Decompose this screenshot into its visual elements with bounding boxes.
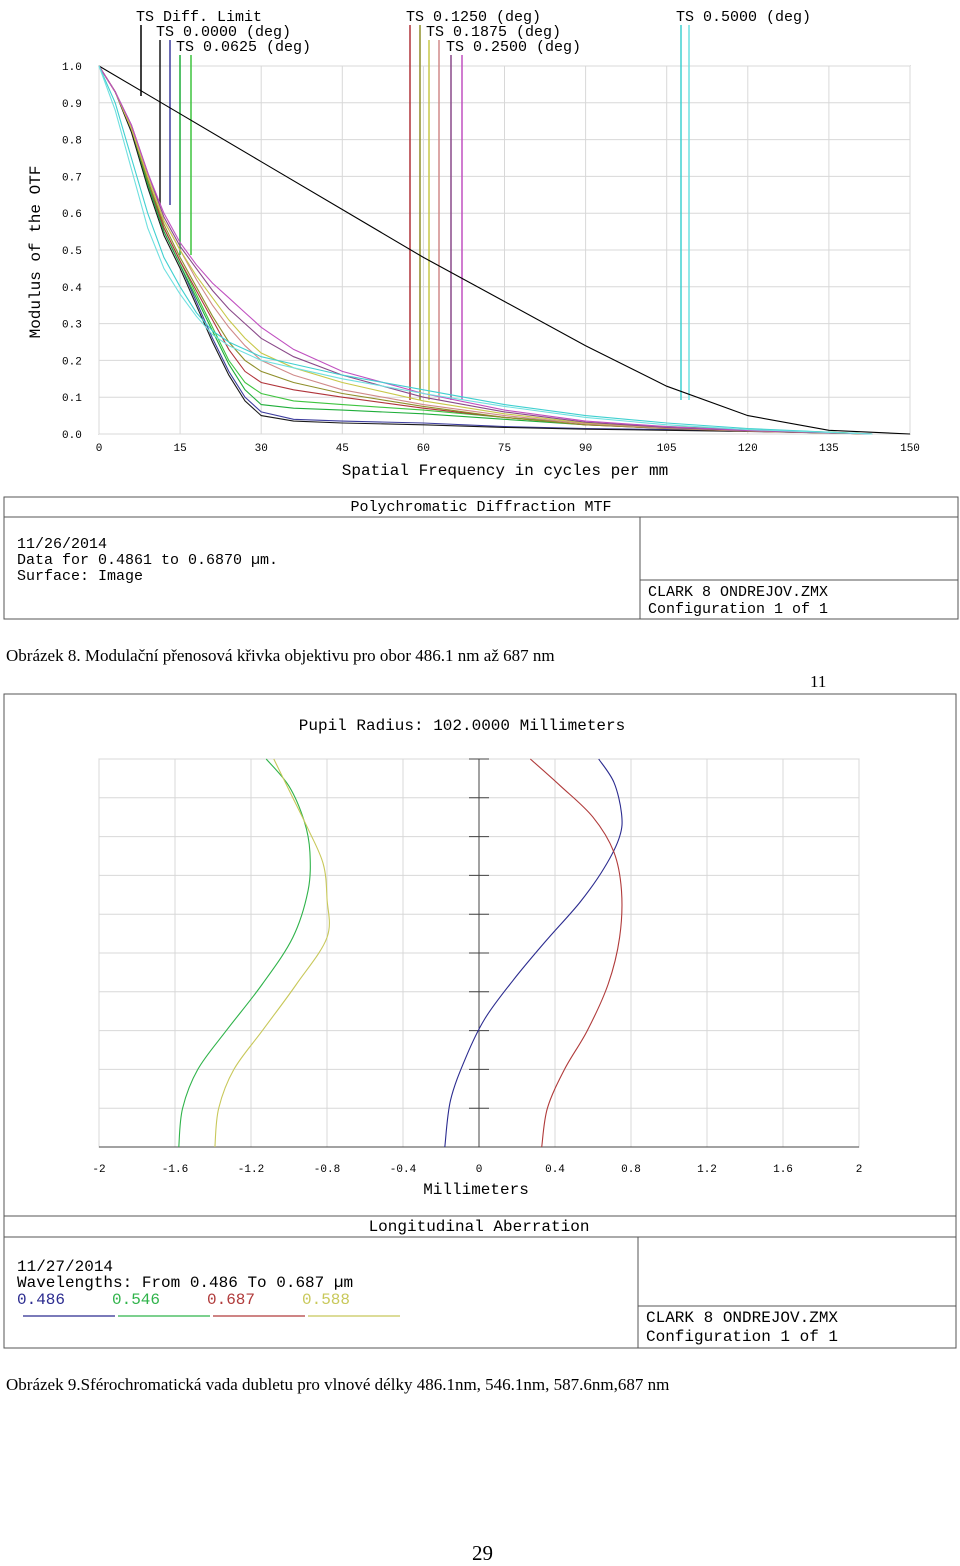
mtf-legend-label: TS Diff. Limit xyxy=(136,9,262,26)
mtf-x-tick-label: 75 xyxy=(498,443,511,455)
mtf-x-tick-label: 90 xyxy=(579,443,592,455)
aberration-title: Longitudinal Aberration xyxy=(369,1218,590,1236)
mtf-legend-label: TS 0.2500 (deg) xyxy=(446,39,581,56)
mtf-series-line xyxy=(98,65,873,435)
mtf-series-line xyxy=(98,65,873,435)
mtf-series-line xyxy=(98,65,873,435)
mtf-x-tick-label: 0 xyxy=(96,443,103,455)
mtf-y-tick-label: 0.5 xyxy=(62,246,82,258)
aberration-x-tick-label: 1.2 xyxy=(697,1164,717,1176)
mtf-date: 11/26/2014 xyxy=(17,536,107,553)
aberration-chart: Pupil Radius: 102.0000 Millimeters -2 -1.… xyxy=(3,693,957,1349)
mtf-background xyxy=(0,0,960,622)
mtf-x-tick-label: 15 xyxy=(173,443,186,455)
aberration-x-tick-label: 2 xyxy=(856,1164,863,1176)
mtf-tick-labels: 0 15 30 45 60 75 90 105 120 135 150 0.0 0.1 0.2 0.3 0.4… xyxy=(62,62,920,455)
mtf-y-tick-label: 0.1 xyxy=(62,393,82,405)
aberration-x-tick-label: -0.8 xyxy=(314,1164,340,1176)
mtf-y-tick-label: 0.7 xyxy=(62,172,82,184)
aberration-x-tick-label: -0.4 xyxy=(390,1164,417,1176)
aberration-legend-label: 0.588 xyxy=(302,1291,350,1309)
aberration-wavelengths: Wavelengths: From 0.486 To 0.687 µm xyxy=(17,1274,353,1292)
aberration-curve-0-588 xyxy=(214,758,330,1148)
mtf-y-tick-label: 0.3 xyxy=(62,320,82,332)
mtf-y-tick-label: 0.4 xyxy=(62,283,82,295)
mtf-series-line xyxy=(98,65,873,435)
aberration-legend-label: 0.687 xyxy=(207,1291,255,1309)
aberration-curve-0-687 xyxy=(529,758,623,1148)
aberration-x-tick-label: 0 xyxy=(476,1164,483,1176)
aberration-x-tick-label: 1.6 xyxy=(773,1164,793,1176)
mtf-x-tick-label: 135 xyxy=(819,443,839,455)
mtf-legend-label: TS 0.0000 (deg) xyxy=(156,24,291,41)
aberration-tick-labels: -2 -1.6 -1.2 -0.8 -0.4 0 0.4 0.8 1.2 1.6 2 xyxy=(92,1164,862,1176)
page-marker: 11 xyxy=(810,672,827,691)
aberration-legend: 0.486 0.546 0.687 0.588 xyxy=(17,1291,400,1317)
mtf-surface: Surface: Image xyxy=(17,568,143,585)
mtf-x-tick-label: 60 xyxy=(417,443,430,455)
mtf-y-tick-label: 0.8 xyxy=(62,136,82,148)
mtf-legend-label: TS 0.5000 (deg) xyxy=(676,9,811,26)
aberration-date: 11/27/2014 xyxy=(17,1258,113,1276)
mtf-diffraction-limit-curve xyxy=(98,65,911,435)
figure-8-caption: Obrázek 8. Modulační přenosová křivka ob… xyxy=(6,646,555,665)
aberration-x-tick-label: 0.4 xyxy=(545,1164,565,1176)
mtf-x-tick-label: 45 xyxy=(336,443,349,455)
mtf-x-tick-label: 105 xyxy=(657,443,677,455)
mtf-config: Configuration 1 of 1 xyxy=(648,601,828,618)
mtf-x-tick-label: 120 xyxy=(738,443,758,455)
mtf-data-range: Data for 0.4861 to 0.6870 µm. xyxy=(17,552,278,569)
aberration-frame xyxy=(3,693,957,1349)
aberration-x-tick-label: -1.6 xyxy=(162,1164,188,1176)
mtf-x-axis-label: Spatial Frequency in cycles per mm xyxy=(342,462,668,480)
mtf-x-tick-label: 30 xyxy=(255,443,268,455)
aberration-x-axis-label: Millimeters xyxy=(423,1181,529,1199)
aberration-file-name: CLARK 8 ONDREJOV.ZMX xyxy=(646,1309,838,1327)
page-number: 29 xyxy=(472,1541,493,1565)
mtf-legend-label: TS 0.1250 (deg) xyxy=(406,9,541,26)
mtf-grid xyxy=(98,65,911,435)
mtf-info-box xyxy=(3,496,959,620)
mtf-y-tick-label: 0.0 xyxy=(62,430,82,442)
mtf-y-axis-label: Modulus of the OTF xyxy=(27,166,45,339)
mtf-y-tick-label: 0.9 xyxy=(62,99,82,111)
mtf-file-name: CLARK 8 ONDREJOV.ZMX xyxy=(648,584,828,601)
aberration-x-tick-label: -2 xyxy=(92,1164,105,1176)
mtf-legend-label: TS 0.0625 (deg) xyxy=(176,39,311,56)
aberration-series-group xyxy=(178,758,623,1148)
aberration-legend-label: 0.546 xyxy=(112,1291,160,1309)
aberration-x-tick-label: 0.8 xyxy=(621,1164,641,1176)
aberration-subtitle: Pupil Radius: 102.0000 Millimeters xyxy=(299,717,625,735)
aberration-config: Configuration 1 of 1 xyxy=(646,1328,838,1346)
figure-9-caption: Obrázek 9.Sférochromatická vada dubletu … xyxy=(6,1375,670,1394)
mtf-y-tick-label: 0.6 xyxy=(62,209,82,221)
aberration-curve-0-486 xyxy=(444,758,623,1148)
mtf-y-tick-label: 0.2 xyxy=(62,356,82,368)
mtf-series-group xyxy=(98,65,911,435)
mtf-legend-label: TS 0.1875 (deg) xyxy=(426,24,561,41)
aberration-legend-label: 0.486 xyxy=(17,1291,65,1309)
aberration-curve-0-546 xyxy=(178,758,311,1148)
mtf-x-tick-label: 150 xyxy=(900,443,920,455)
mtf-title: Polychromatic Diffraction MTF xyxy=(350,499,611,516)
mtf-y-tick-label: 1.0 xyxy=(62,62,82,74)
aberration-x-tick-label: -1.2 xyxy=(238,1164,264,1176)
